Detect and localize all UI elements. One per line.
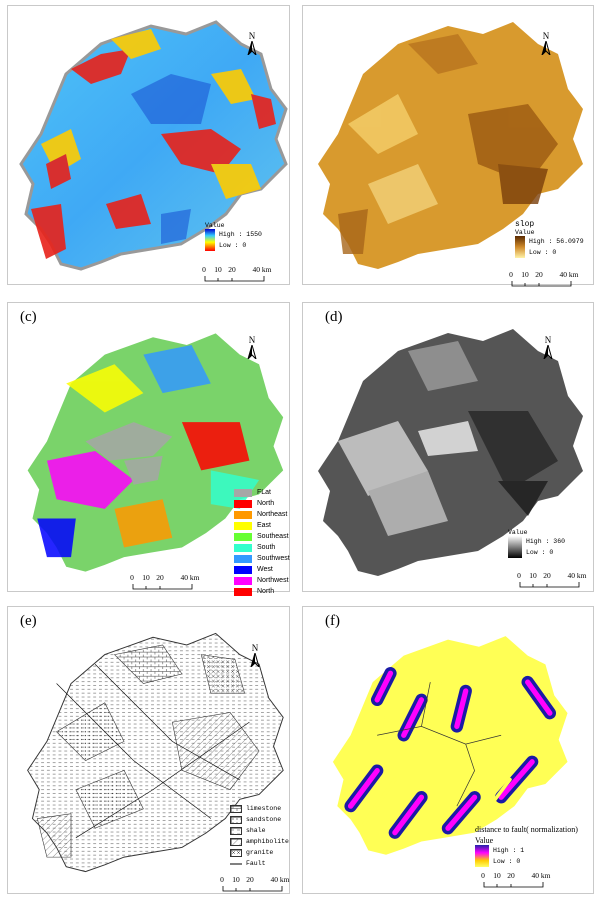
panel-label: (d) — [325, 309, 343, 325]
legend-swatch — [230, 848, 242, 857]
legend-swatch — [230, 804, 242, 813]
lithology-map — [27, 632, 284, 873]
fault-distance-map — [332, 636, 568, 855]
lithology-legend: limestone sandstone shale amphibolite gr… — [230, 803, 289, 869]
slope-map — [318, 22, 583, 269]
aspect-map — [27, 333, 284, 572]
hillshade-legend: Value High : 360 Low : 0 — [508, 529, 566, 558]
legend-swatch — [234, 521, 252, 530]
north-arrow: N — [248, 643, 262, 667]
fault-distance-legend: distance to fault( normalization) Value … — [475, 825, 578, 867]
panel-label: (e) — [20, 613, 37, 629]
panel-a-dem: N Value High : 1550 Low : 0 0 10 20 40 k… — [7, 5, 290, 285]
scale-bar: 0 10 20 40 km — [220, 875, 289, 892]
north-arrow: N — [541, 335, 555, 359]
panel-f-fault-distance: (f) distance to fault( normalization) Va… — [302, 606, 594, 894]
legend-swatch — [234, 532, 252, 541]
dem-map — [19, 20, 288, 271]
legend-swatch — [234, 543, 252, 552]
hillshade-map — [318, 329, 583, 576]
legend-swatch — [234, 510, 252, 519]
panel-e-lithology: (e) N limestone sandstone shale amphibol… — [7, 606, 290, 894]
aspect-legend: FLat North Northeast East Southeast Sout… — [234, 487, 290, 597]
panel-label: (c) — [20, 309, 37, 325]
legend-swatch — [234, 587, 252, 596]
fault-line-symbol — [230, 863, 242, 864]
legend-swatch — [234, 576, 252, 585]
scale-bar: 0 10 20 40 km — [202, 265, 271, 282]
legend-swatch — [234, 488, 252, 497]
scale-bar: 0 10 20 40 km — [130, 573, 199, 590]
scale-bar: 0 10 20 40 km — [517, 571, 586, 588]
slope-legend: slop Value High : 56.0979 Low : 0 — [515, 220, 584, 258]
legend-swatch — [234, 499, 252, 508]
scale-bar: 0 10 20 40 km — [481, 871, 550, 888]
legend-swatch — [230, 826, 242, 835]
legend-swatch — [234, 565, 252, 574]
legend-swatch — [230, 815, 242, 824]
panel-d-hillshade: (d) N Value High : 360 Low : 0 0 10 20 — [302, 302, 594, 592]
legend-swatch — [230, 837, 242, 846]
panel-b-slope: N slop Value High : 56.0979 Low : 0 0 10… — [302, 5, 594, 287]
legend-swatch — [234, 554, 252, 563]
north-arrow: N — [245, 335, 259, 359]
scale-bar: 0 10 20 40 km — [509, 270, 578, 287]
north-arrow: N — [539, 31, 553, 55]
north-arrow: N — [245, 31, 259, 55]
panel-label: (f) — [325, 613, 340, 629]
dem-legend: Value High : 1550 Low : 0 — [205, 222, 262, 251]
panel-c-aspect: (c) N FLat North Northeast East Southeas… — [7, 302, 290, 596]
